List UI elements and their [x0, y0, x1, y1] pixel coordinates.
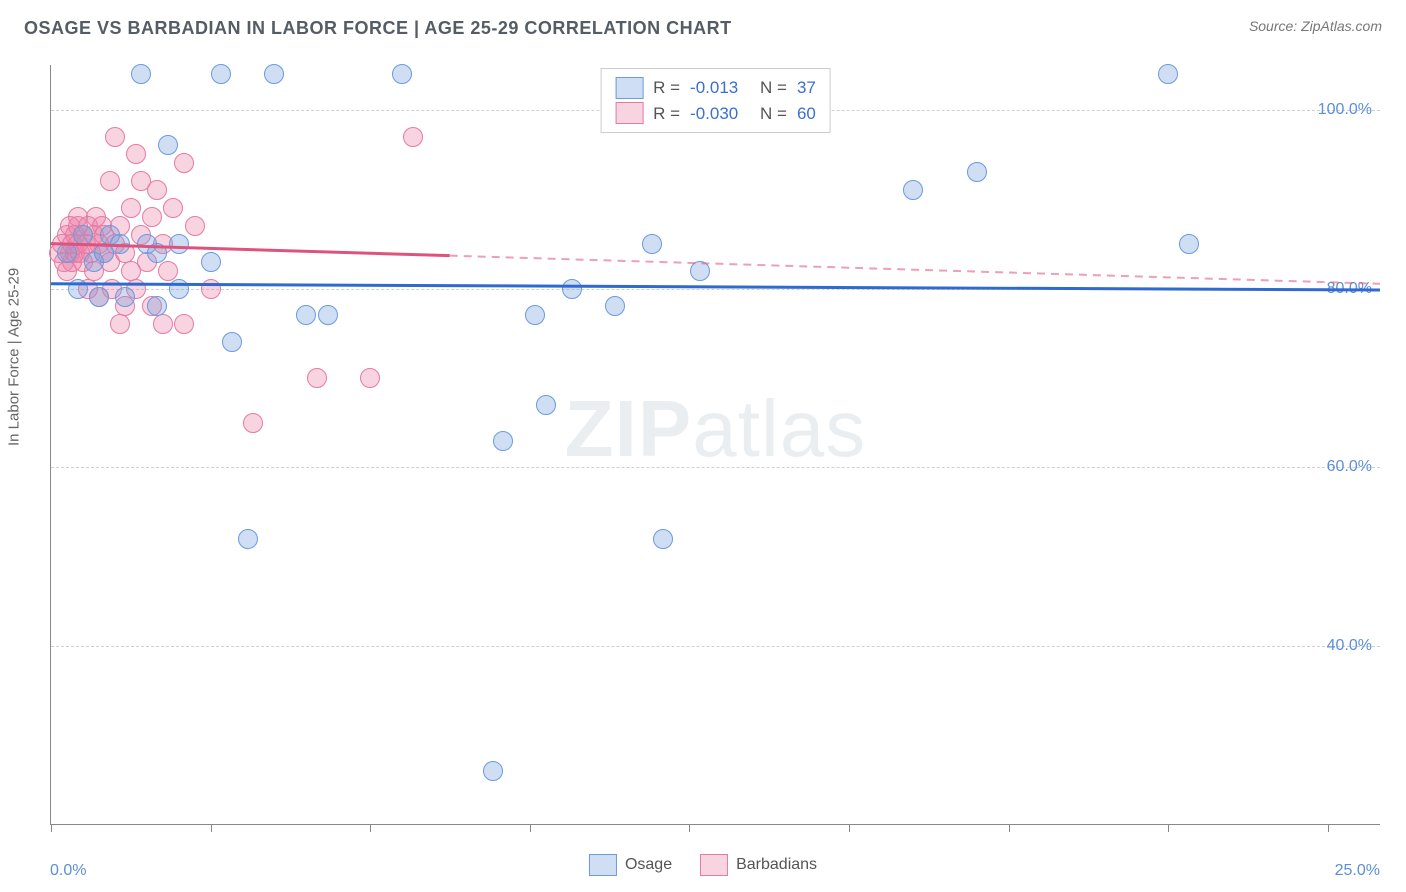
osage-point — [903, 180, 923, 200]
osage-point — [296, 305, 316, 325]
barbadians-point — [307, 368, 327, 388]
series-label: Osage — [625, 856, 672, 874]
osage-point — [110, 234, 130, 254]
gridline — [51, 289, 1380, 290]
osage-point — [392, 64, 412, 84]
osage-point — [493, 431, 513, 451]
y-tick-label: 40.0% — [1327, 637, 1372, 655]
legend-swatch — [700, 854, 728, 876]
osage-point — [158, 135, 178, 155]
osage-point — [264, 64, 284, 84]
r-value: -0.013 — [690, 75, 750, 101]
x-tick — [370, 824, 371, 832]
barbadians-point — [147, 180, 167, 200]
osage-point — [147, 243, 167, 263]
n-label: N = — [760, 101, 787, 127]
n-label: N = — [760, 75, 787, 101]
barbadians-point — [201, 279, 221, 299]
x-axis-min-label: 0.0% — [50, 862, 86, 880]
osage-point — [115, 287, 135, 307]
legend-swatch — [615, 77, 643, 99]
gridline — [51, 646, 1380, 647]
barbadians-point — [174, 153, 194, 173]
osage-point — [211, 64, 231, 84]
r-label: R = — [653, 75, 680, 101]
osage-point — [57, 243, 77, 263]
x-axis-max-label: 25.0% — [1335, 862, 1380, 880]
series-legend: Osage Barbadians — [589, 854, 817, 876]
barbadians-point — [126, 144, 146, 164]
osage-point — [967, 162, 987, 182]
barbadians-point — [110, 314, 130, 334]
osage-point — [169, 234, 189, 254]
barbadians-point — [100, 171, 120, 191]
r-value: -0.030 — [690, 101, 750, 127]
gridline — [51, 467, 1380, 468]
y-tick-label: 60.0% — [1327, 458, 1372, 476]
legend-swatch — [615, 102, 643, 124]
osage-point — [131, 64, 151, 84]
osage-point — [169, 279, 189, 299]
series-label: Barbadians — [736, 856, 817, 874]
x-tick — [1328, 824, 1329, 832]
x-tick — [530, 824, 531, 832]
osage-point — [1179, 234, 1199, 254]
series-legend-item: Barbadians — [700, 854, 817, 876]
barbadians-point — [121, 198, 141, 218]
barbadians-trendline-extrapolated — [450, 256, 1380, 284]
x-tick — [1168, 824, 1169, 832]
barbadians-point — [360, 368, 380, 388]
osage-point — [653, 529, 673, 549]
r-label: R = — [653, 101, 680, 127]
osage-point — [318, 305, 338, 325]
osage-point — [690, 261, 710, 281]
osage-point — [605, 296, 625, 316]
osage-point — [73, 225, 93, 245]
x-tick — [51, 824, 52, 832]
y-axis-label: In Labor Force | Age 25-29 — [6, 268, 23, 446]
osage-point — [536, 395, 556, 415]
barbadians-point — [243, 413, 263, 433]
osage-point — [68, 279, 88, 299]
series-legend-item: Osage — [589, 854, 672, 876]
x-tick — [1009, 824, 1010, 832]
barbadians-point — [158, 261, 178, 281]
osage-point — [147, 296, 167, 316]
y-tick-label: 80.0% — [1327, 280, 1372, 298]
source-citation: Source: ZipAtlas.com — [1249, 18, 1382, 34]
y-tick-label: 100.0% — [1318, 101, 1372, 119]
barbadians-point — [105, 127, 125, 147]
n-value: 37 — [797, 75, 816, 101]
barbadians-point — [174, 314, 194, 334]
barbadians-point — [153, 314, 173, 334]
osage-point — [642, 234, 662, 254]
plot-area: ZIPatlas R = -0.013 N = 37 R = -0.030 N = 60 40… — [50, 65, 1380, 825]
trend-lines — [51, 65, 1380, 824]
barbadians-point — [163, 198, 183, 218]
x-tick — [849, 824, 850, 832]
osage-point — [562, 279, 582, 299]
legend-swatch — [589, 854, 617, 876]
legend-row: R = -0.013 N = 37 — [615, 75, 816, 101]
n-value: 60 — [797, 101, 816, 127]
x-tick — [211, 824, 212, 832]
osage-point — [1158, 64, 1178, 84]
osage-point — [483, 761, 503, 781]
barbadians-point — [403, 127, 423, 147]
osage-point — [238, 529, 258, 549]
legend-row: R = -0.030 N = 60 — [615, 101, 816, 127]
osage-point — [222, 332, 242, 352]
chart-title: OSAGE VS BARBADIAN IN LABOR FORCE | AGE … — [24, 18, 732, 38]
correlation-legend: R = -0.013 N = 37 R = -0.030 N = 60 — [600, 68, 831, 133]
osage-point — [89, 287, 109, 307]
watermark: ZIPatlas — [565, 383, 866, 475]
barbadians-point — [142, 207, 162, 227]
x-tick — [689, 824, 690, 832]
osage-point — [201, 252, 221, 272]
barbadians-point — [185, 216, 205, 236]
osage-point — [525, 305, 545, 325]
